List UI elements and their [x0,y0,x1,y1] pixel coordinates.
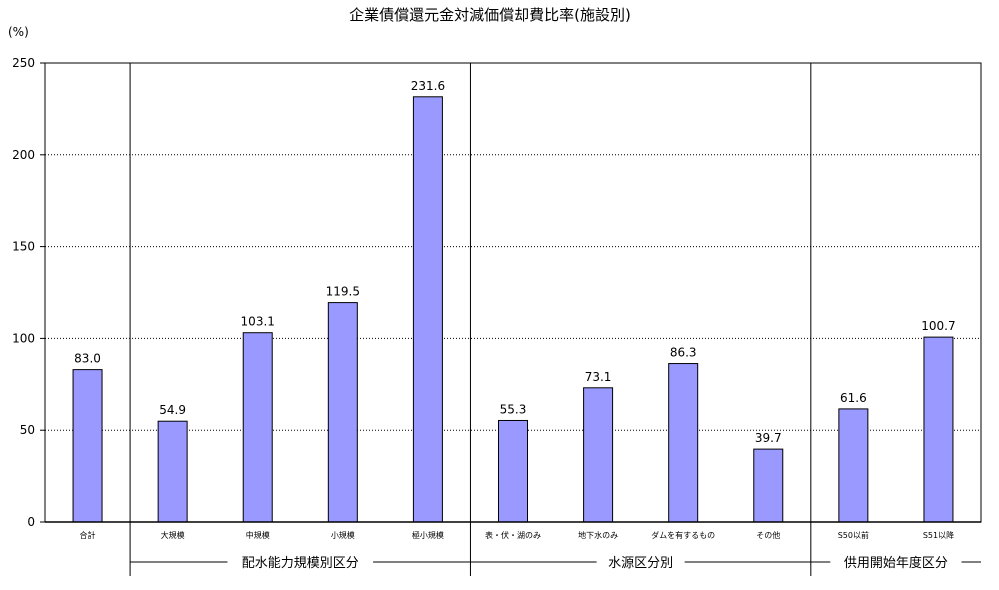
bar-value-label: 61.6 [840,391,867,405]
bar-value-label: 73.1 [585,370,612,384]
bar [753,448,784,523]
x-tick-label: 合計 [80,530,96,540]
bars [72,96,954,523]
bar-value-label: 231.6 [411,79,445,93]
bar-value-label: 55.3 [500,402,527,416]
axes [44,62,982,523]
bar-value-label: 86.3 [670,346,697,360]
bar [72,369,103,523]
y-tick-label: 200 [12,148,35,162]
group-label: 配水能力規模別区分 [242,556,359,571]
y-tick-label: 150 [12,240,35,254]
y-tick-label: 100 [12,331,35,345]
group-label: 水源区分別 [608,556,673,571]
bar [583,387,614,523]
y-tick-label: 250 [12,56,35,70]
x-tick-label: S50以前 [838,530,869,540]
x-tick-label: 小規模 [331,530,355,540]
bar-value-label: 100.7 [921,319,955,333]
x-tick-label: 表・伏・湖のみ [485,530,541,540]
bar [668,363,699,523]
bar-value-label: 103.1 [241,315,275,329]
x-tick-label: その他 [756,530,780,540]
bar [923,336,954,523]
bar [498,419,528,523]
x-tick-label: ダムを有するもの [651,530,715,540]
bar [838,408,869,523]
group-labels: 配水能力規模別区分 水源区分別 供用開始年度区分 [130,555,981,571]
bar [327,302,358,523]
bar-value-label: 54.9 [159,403,186,417]
bar [242,332,273,523]
bar-value-label: 39.7 [755,431,782,445]
bar-value-label: 119.5 [326,285,360,299]
gridlines [45,62,981,431]
x-tick-label: S51以降 [923,530,954,540]
x-tick-label: 地下水のみ [578,530,618,540]
x-tick-labels: 合計 大規模 中規模 小規模 極小規模 表・伏・湖のみ 地下水のみ ダムを有するもの その他 S5… [80,530,955,540]
group-label: 供用開始年度区分 [844,555,948,571]
y-axis-unit-label: (%) [8,25,29,39]
x-tick-label: 極小規模 [412,530,444,540]
data-labels: 83.0 54.9 103.1 119.5 231.6 55.3 73.1 86.3 39.7 6… [74,79,955,445]
bar-value-label: 83.0 [74,352,101,366]
y-tick-label: 0 [27,515,35,529]
chart-title: 企業債償還元金対減価償却費比率(施設別) [349,6,631,24]
bar [157,420,188,523]
bar [412,96,443,523]
x-tick-label: 大規模 [161,530,185,540]
group-separators [129,63,812,576]
y-tick-label: 50 [20,423,35,437]
x-tick-label: 中規模 [246,530,270,540]
y-tick-labels: 0 50 100 150 200 250 [12,56,45,529]
